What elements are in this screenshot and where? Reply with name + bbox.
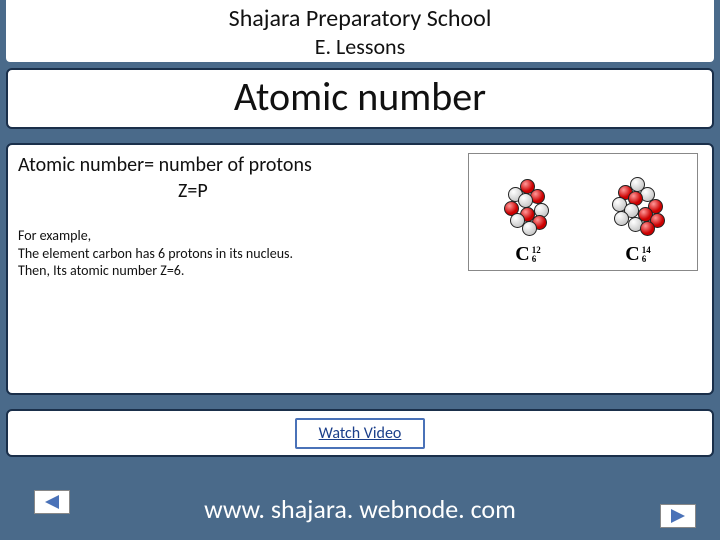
arrow-left-icon	[45, 495, 59, 509]
arrow-right-icon	[671, 509, 685, 523]
prev-button[interactable]	[34, 490, 70, 514]
footer-url: www. shajara. webnode. com	[204, 493, 516, 525]
school-name: Shajara Preparatory School	[6, 4, 714, 33]
isotope-symbol: C	[625, 243, 639, 266]
footer: www. shajara. webnode. com	[0, 478, 720, 540]
isotope-label-left: C 12 6	[515, 243, 540, 266]
nucleus-c14	[608, 177, 668, 237]
atomic-number: 6	[642, 255, 651, 264]
content-box: Atomic number= number of protons Z=P For…	[6, 143, 714, 395]
watch-video-button[interactable]: Watch Video	[295, 418, 426, 449]
isotope-diagram: C 12 6	[468, 153, 698, 271]
slide-title: Atomic number	[8, 72, 712, 121]
nucleus-c12	[498, 177, 558, 237]
isotope-label-right: C 14 6	[625, 243, 650, 266]
isotope-left: C 12 6	[498, 177, 558, 266]
isotope-right: C 14 6	[608, 177, 668, 266]
header: Shajara Preparatory School E. Lessons	[6, 0, 714, 62]
next-button[interactable]	[660, 504, 696, 528]
isotope-symbol: C	[515, 243, 529, 266]
atomic-number: 6	[532, 255, 541, 264]
title-box: Atomic number	[6, 68, 714, 129]
button-row: Watch Video	[6, 409, 714, 457]
header-subtitle: E. Lessons	[6, 33, 714, 60]
